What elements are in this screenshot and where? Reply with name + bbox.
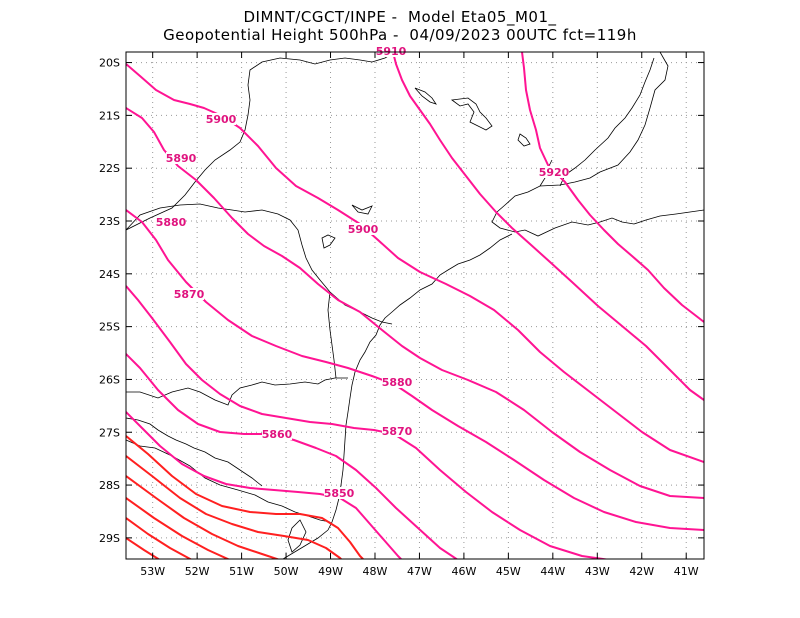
x-tick-label: 51W xyxy=(229,565,254,578)
state-border xyxy=(327,291,337,379)
height-contours xyxy=(126,52,704,559)
coastline xyxy=(327,233,513,531)
contour-line-5920 xyxy=(521,52,704,323)
contour-label: 5850 xyxy=(324,487,355,500)
contour-line-5860 xyxy=(126,353,459,559)
contour-line-5790 xyxy=(126,537,161,559)
contour-line-5850 xyxy=(126,411,403,559)
contour-label: 5870 xyxy=(174,288,205,301)
y-tick-label: 22S xyxy=(99,162,120,175)
state-border xyxy=(559,57,655,187)
gridlines xyxy=(126,52,704,559)
x-tick-label: 45W xyxy=(496,565,521,578)
y-tick-label: 25S xyxy=(99,321,120,334)
reservoir xyxy=(450,97,493,131)
y-tick-label: 21S xyxy=(99,109,120,122)
contour-label: 5920 xyxy=(539,166,570,179)
contour-line-5830 xyxy=(126,455,343,559)
contour-labels: 5910 5900 5890 5920 5880 5900 5870 5880 … xyxy=(156,45,570,500)
contour-line-5910 xyxy=(392,52,704,401)
reservoir xyxy=(414,87,437,105)
x-tick-label: 44W xyxy=(540,565,565,578)
y-tick-label: 23S xyxy=(99,215,120,228)
map-title-line-2: Geopotential Height 500hPa - 04/09/2023 … xyxy=(163,26,637,44)
x-tick-label: 52W xyxy=(185,565,210,578)
x-tick-label: 49W xyxy=(318,565,343,578)
y-tick-label: 29S xyxy=(99,532,120,545)
contour-label: 5860 xyxy=(262,428,293,441)
y-tick-label: 20S xyxy=(99,57,120,70)
map-title-line-1: DIMNT/CGCT/INPE - Model Eta05_M01_ xyxy=(243,8,557,26)
coastline xyxy=(491,52,704,237)
state-border xyxy=(126,377,348,406)
coastline xyxy=(282,529,329,559)
reservoir xyxy=(351,204,373,215)
contour-label: 5870 xyxy=(382,425,413,438)
contour-line-5840 xyxy=(126,435,365,559)
contour-line-5800 xyxy=(126,517,193,559)
contour-label: 5880 xyxy=(156,216,187,229)
country-border xyxy=(126,417,263,487)
axis-ticks: 53W 52W 51W 50W 49W 48W 47W 46W 45W 44W 43W 42W 41W 2… xyxy=(99,52,704,578)
y-tick-label: 24S xyxy=(99,268,120,281)
contour-line-5810 xyxy=(126,497,231,559)
y-tick-label: 26S xyxy=(99,373,120,386)
x-tick-label: 41W xyxy=(674,565,699,578)
y-tick-label: 27S xyxy=(99,426,120,439)
x-tick-label: 50W xyxy=(274,565,299,578)
coastline-and-borders xyxy=(126,52,704,559)
contour-label: 5890 xyxy=(166,152,197,165)
state-border xyxy=(126,52,396,231)
contour-line-5880 xyxy=(126,209,704,531)
contour-label: 5880 xyxy=(382,376,413,389)
contour-label: 5900 xyxy=(348,223,379,236)
y-tick-label: 28S xyxy=(99,479,120,492)
lagoon xyxy=(287,519,307,553)
x-tick-label: 47W xyxy=(407,565,432,578)
state-border xyxy=(126,439,331,523)
contour-line-5870 xyxy=(126,285,611,559)
contour-line-5820 xyxy=(126,475,281,559)
x-tick-label: 46W xyxy=(451,565,476,578)
x-tick-label: 43W xyxy=(585,565,610,578)
x-tick-label: 53W xyxy=(140,565,165,578)
contour-line-5890 xyxy=(126,107,704,499)
map-frame xyxy=(125,51,705,560)
x-tick-label: 48W xyxy=(363,565,388,578)
reservoir xyxy=(321,234,336,249)
x-tick-label: 42W xyxy=(629,565,654,578)
reservoir xyxy=(517,133,531,147)
contour-label: 5900 xyxy=(206,113,237,126)
